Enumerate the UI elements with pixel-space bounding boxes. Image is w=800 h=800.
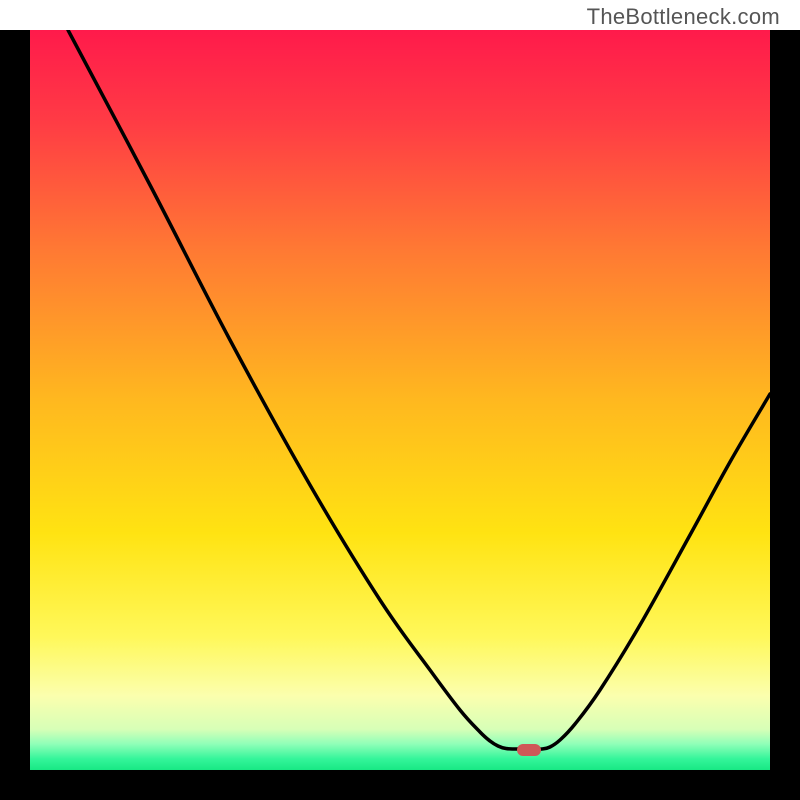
frame-left [0, 30, 30, 800]
chart-container: TheBottleneck.com [0, 0, 800, 800]
watermark-text: TheBottleneck.com [587, 4, 780, 30]
bottleneck-curve [30, 30, 770, 770]
frame-right [770, 30, 800, 800]
optimal-point-marker [517, 744, 541, 756]
frame-bottom [0, 770, 800, 800]
